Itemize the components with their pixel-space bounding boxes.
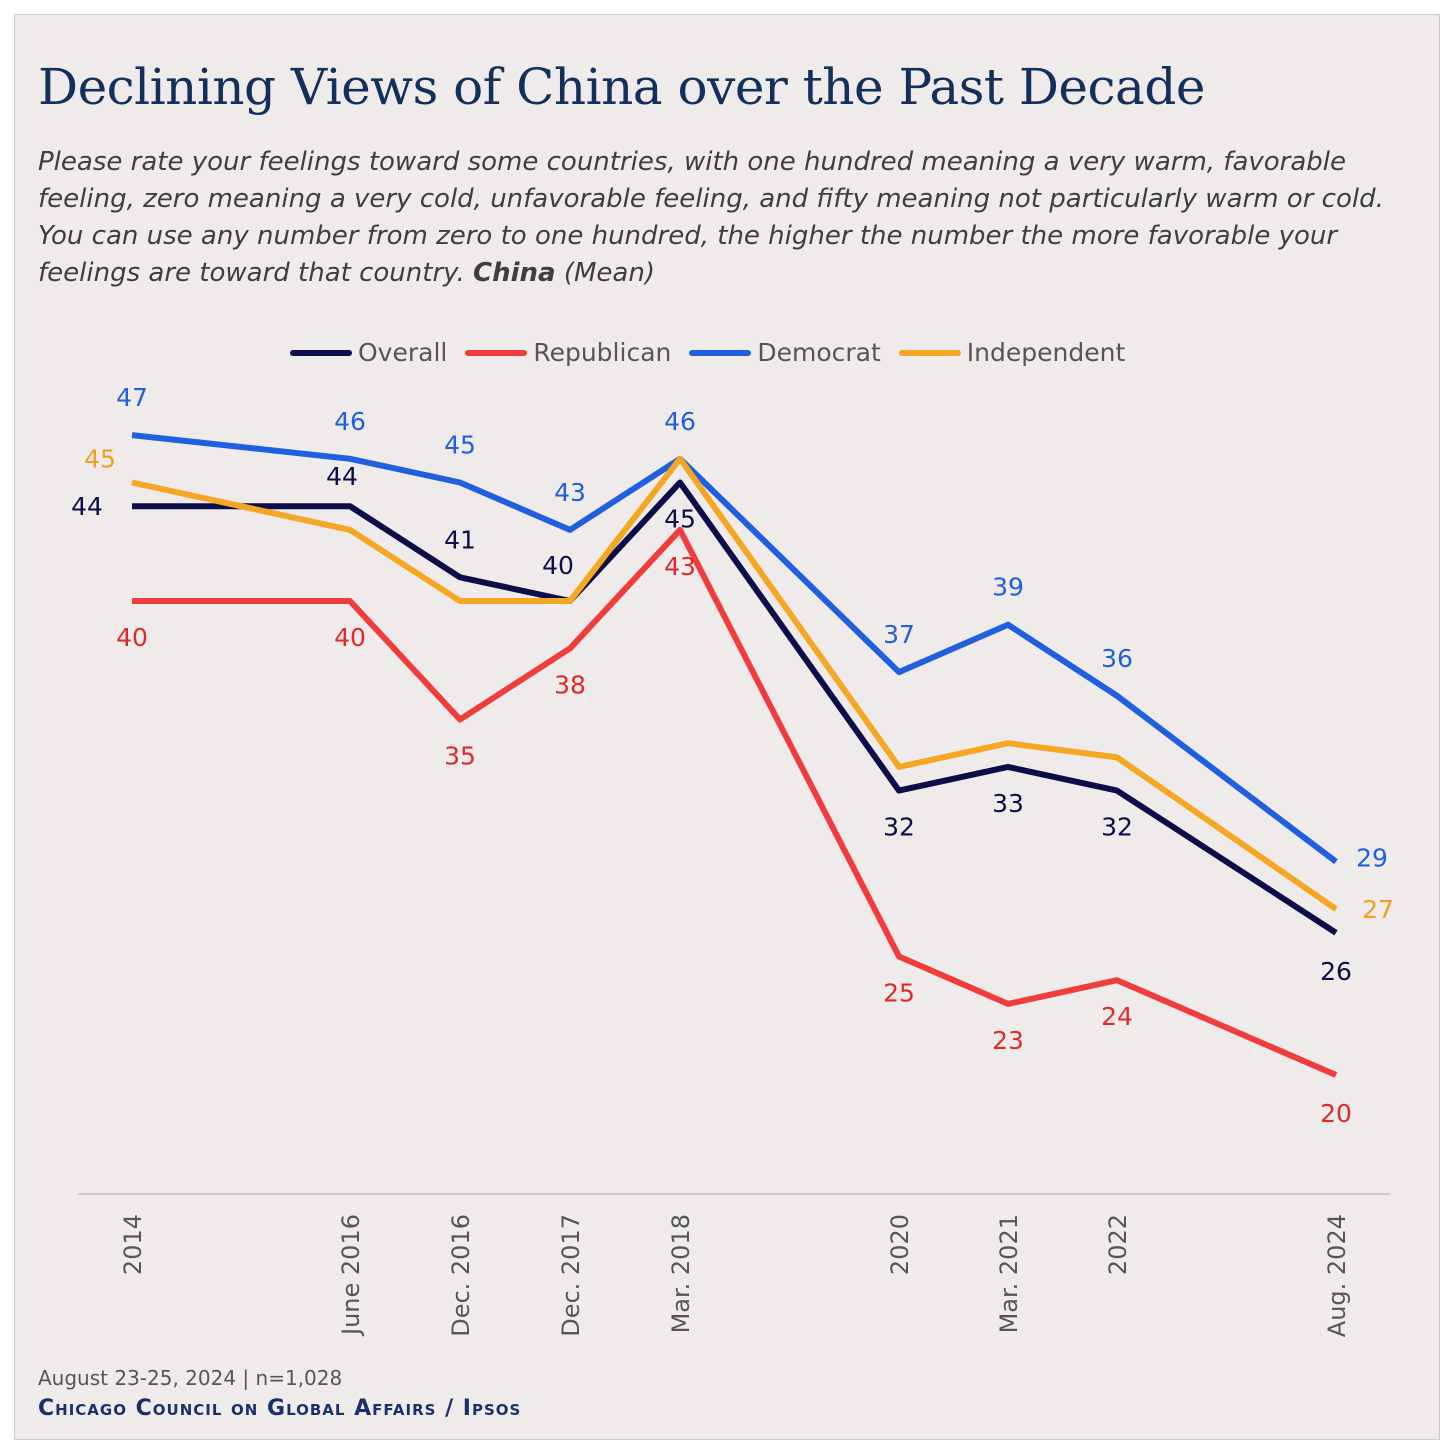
legend-label-overall: Overall (358, 338, 448, 367)
legend-item-independent: Independent (898, 338, 1126, 367)
data-label-overall-5: 32 (883, 813, 915, 842)
chart-legend: Overall Republican Democrat Independent (290, 338, 1125, 367)
data-label-republican-3: 38 (554, 670, 586, 699)
legend-swatch-overall (290, 349, 352, 356)
legend-swatch-democrat (689, 349, 752, 356)
data-label-overall-6: 33 (992, 789, 1024, 818)
data-label-democrat-3: 43 (554, 478, 586, 507)
legend-item-democrat: Democrat (689, 338, 881, 367)
data-label-overall-7: 32 (1101, 813, 1133, 842)
legend-label-democrat: Democrat (757, 338, 881, 367)
legend-item-republican: Republican (465, 338, 671, 367)
data-label-democrat-8: 29 (1356, 844, 1388, 873)
series-line-overall (132, 479, 1338, 936)
x-tick-label-4: Mar. 2018 (667, 1214, 695, 1333)
line-chart: 44 44 41 40 45 32 33 32 26 40 40 35 38 43 25 23 24 20 47 46… (71, 383, 1394, 1337)
data-label-overall-0: 44 (71, 492, 103, 521)
subtitle-main: Please rate your feelings toward some co… (38, 147, 1384, 288)
data-label-republican-5: 25 (883, 979, 915, 1008)
subtitle-tail: (Mean) (563, 258, 655, 288)
x-tick-label-7: 2022 (1104, 1214, 1132, 1275)
x-tick-label-0: 2014 (119, 1214, 147, 1275)
data-label-independent-0: 45 (84, 445, 116, 474)
data-label-overall-1: 44 (326, 462, 358, 491)
x-tick-label-5: 2020 (886, 1214, 914, 1275)
x-tick-label-3: Dec. 2017 (557, 1214, 585, 1337)
x-tick-label-8: Aug. 2024 (1323, 1214, 1351, 1337)
series-line-democrat (131, 432, 1338, 865)
series-line-republican (132, 526, 1338, 1078)
legend-label-republican: Republican (533, 338, 672, 367)
data-label-overall-3: 40 (542, 551, 574, 580)
x-tick-label-2: Dec. 2016 (447, 1214, 475, 1337)
footer-org: Chicago Council on Global Affairs / Ipso… (38, 1396, 522, 1421)
x-tick-label-6: Mar. 2021 (995, 1214, 1023, 1333)
data-label-democrat-0: 47 (116, 383, 148, 412)
data-label-republican-7: 24 (1101, 1002, 1133, 1031)
data-label-democrat-6: 39 (992, 573, 1024, 602)
data-label-democrat-1: 46 (334, 407, 366, 436)
x-tick-label-1: June 2016 (337, 1214, 365, 1337)
legend-item-overall: Overall (290, 338, 447, 367)
data-label-democrat-5: 37 (883, 620, 915, 649)
data-label-republican-1: 40 (334, 623, 366, 652)
footer-date: August 23-25, 2024 | n=1,028 (38, 1366, 343, 1390)
legend-swatch-independent (898, 349, 961, 356)
data-label-overall-8: 26 (1320, 957, 1352, 986)
legend-swatch-republican (465, 349, 528, 356)
data-label-republican-8: 20 (1320, 1099, 1352, 1128)
data-label-independent-8: 27 (1362, 895, 1394, 924)
chart-card (14, 14, 1440, 1440)
data-label-republican-4: 43 (664, 552, 696, 581)
data-label-republican-0: 40 (116, 623, 148, 652)
data-label-republican-6: 23 (992, 1026, 1024, 1055)
legend-label-independent: Independent (966, 338, 1126, 367)
data-label-overall-2: 41 (444, 525, 476, 554)
series-line-independent (131, 455, 1338, 912)
chart-subtitle: Please rate your feelings toward some co… (38, 144, 1418, 292)
chart-title: Declining Views of China over the Past D… (38, 58, 1205, 116)
data-label-republican-2: 35 (444, 742, 476, 771)
data-label-democrat-4: 46 (664, 407, 696, 436)
data-label-overall-4: 45 (664, 505, 696, 534)
data-label-democrat-2: 45 (444, 431, 476, 460)
subtitle-country: China (473, 258, 556, 288)
data-label-democrat-7: 36 (1101, 644, 1133, 673)
